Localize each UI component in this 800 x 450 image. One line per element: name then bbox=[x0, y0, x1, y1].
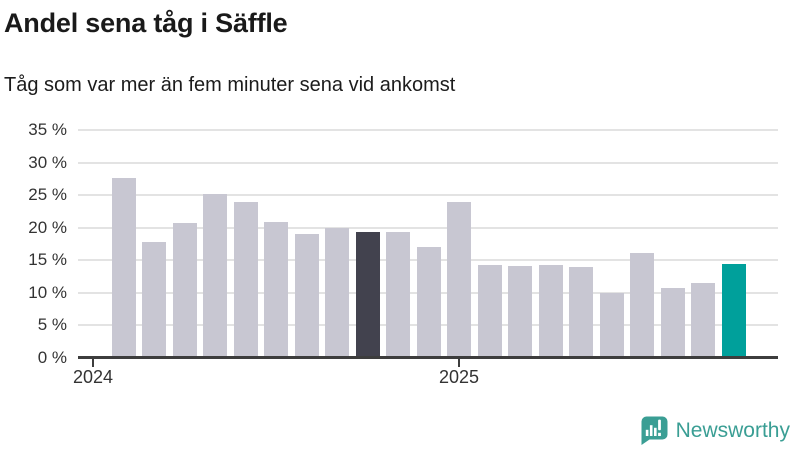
y-axis-tick-label: 5 % bbox=[37, 315, 67, 335]
x-axis-line bbox=[78, 355, 778, 359]
x-axis-tick bbox=[92, 358, 94, 367]
bar bbox=[660, 288, 685, 358]
chart-title: Andel sena tåg i Säffle bbox=[4, 8, 288, 38]
gridline bbox=[78, 161, 778, 164]
bar bbox=[172, 223, 197, 358]
bar bbox=[508, 266, 532, 358]
y-axis-tick-label: 10 % bbox=[28, 282, 67, 302]
chart-subtitle: Tåg som var mer än fem minuter sena vid … bbox=[4, 74, 456, 96]
bar bbox=[630, 253, 654, 358]
bar bbox=[691, 283, 715, 358]
newsworthy-bars-icon bbox=[640, 415, 669, 446]
gridline bbox=[78, 128, 778, 131]
gridline bbox=[78, 194, 778, 197]
x-axis-tick-label: 2025 bbox=[438, 367, 480, 387]
bar-highlight-year-ago bbox=[355, 232, 380, 358]
y-axis-tick-label: 20 % bbox=[28, 217, 67, 237]
newsworthy-logo-link[interactable]: Newsworthy bbox=[640, 415, 790, 446]
bar bbox=[111, 178, 136, 358]
y-axis-tick-label: 0 % bbox=[37, 348, 67, 367]
y-axis-tick-label: 35 % bbox=[28, 119, 67, 139]
bar bbox=[203, 193, 227, 358]
x-axis-tick bbox=[458, 358, 460, 367]
y-axis-tick-label: 25 % bbox=[28, 185, 67, 205]
bar bbox=[233, 202, 258, 358]
bar bbox=[142, 242, 166, 358]
bar-highlight-latest bbox=[721, 264, 746, 358]
bar bbox=[386, 232, 410, 358]
bar bbox=[264, 221, 288, 358]
x-axis-tick-label: 2024 bbox=[72, 367, 114, 387]
bar bbox=[599, 292, 624, 358]
bar bbox=[294, 234, 319, 358]
bar bbox=[416, 247, 441, 358]
bar bbox=[325, 227, 349, 358]
bar bbox=[569, 266, 593, 358]
y-axis-tick-label: 15 % bbox=[28, 250, 67, 270]
y-axis-tick-label: 30 % bbox=[28, 152, 67, 172]
newsworthy-wordmark: Newsworthy bbox=[675, 418, 790, 442]
bar bbox=[477, 264, 502, 358]
bar bbox=[447, 202, 471, 358]
gridline bbox=[78, 226, 778, 229]
bar bbox=[538, 264, 563, 358]
